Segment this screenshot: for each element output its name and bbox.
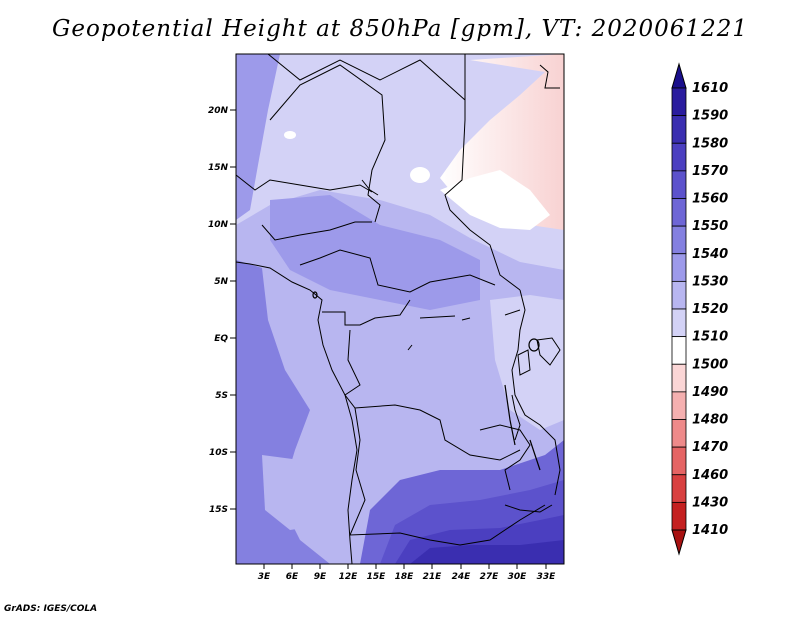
lon-label: 9E (314, 572, 327, 582)
colorbar-label: 1470 (692, 440, 728, 455)
lakes (312, 291, 541, 471)
chart-title: Geopotential Height at 850hPa [gpm], VT:… (52, 16, 748, 42)
lon-label: 33E (537, 572, 557, 582)
lon-label: 30E (508, 572, 528, 582)
lon-label: 18E (395, 572, 415, 582)
colorbar-top-arrow (671, 62, 687, 89)
lat-label: 20N (208, 106, 229, 116)
field-south-darkest (410, 540, 564, 564)
colorbar-label: 1590 (692, 109, 728, 124)
colorbar-segment (671, 87, 687, 117)
field-sw-light (262, 455, 325, 530)
lat-label: 15S (209, 505, 228, 515)
field-east-pale (490, 295, 564, 430)
colorbar-segment (671, 253, 687, 282)
lat-label: EQ (214, 334, 228, 344)
lat-label: 10S (209, 448, 228, 458)
colorbar-segment (671, 391, 687, 420)
lon-label: 21E (423, 572, 443, 582)
field-west-coast (236, 260, 330, 564)
colorbar-segment (671, 225, 687, 255)
colorbar-label: 1490 (692, 385, 728, 400)
colorbar-segment (671, 170, 687, 199)
colorbar-segment (671, 308, 687, 338)
colorbar-label: 1580 (692, 136, 728, 151)
colorbar-label: 1460 (692, 468, 728, 483)
colorbar: 1610 1590 1580 1570 1560 1550 1540 1530 1520 1510… (671, 62, 728, 556)
colorbar-label: 1410 (692, 523, 728, 538)
colorbar-label: 1520 (692, 302, 728, 317)
field-west-mid (236, 54, 280, 220)
lat-label: 5N (214, 277, 228, 287)
coastlines (236, 54, 561, 564)
map-area (236, 54, 564, 564)
colorbar-label: 1430 (692, 495, 728, 510)
colorbar-segment (671, 142, 687, 172)
colorbar-label: 1560 (692, 192, 728, 207)
colorbar-segment (671, 446, 687, 476)
colorbar-segment (671, 198, 687, 227)
field-central (270, 195, 480, 310)
colorbar-segment (671, 363, 687, 393)
map-frame (235, 53, 565, 565)
lat-axis: 20N 15N 10N 5N EQ 5S 10S 15S (208, 106, 236, 515)
colorbar-label: 1480 (692, 413, 728, 428)
lat-label: 5S (215, 391, 228, 401)
colorbar-label: 1510 (692, 330, 728, 345)
grads-credit: GrADS: IGES/COLA (4, 604, 98, 614)
lon-label: 27E (480, 572, 500, 582)
lon-axis: 3E 6E 9E 12E 15E 18E 21E 24E 27E 30E 33E (258, 564, 556, 582)
lon-label: 6E (286, 572, 299, 582)
lon-label: 24E (452, 572, 472, 582)
field-white-patch (440, 170, 550, 230)
field-white-spot (410, 167, 430, 183)
colorbar-label: 1530 (692, 274, 728, 289)
field-white-spot (284, 131, 296, 139)
colorbar-segment (671, 280, 687, 310)
colorbar-segment (671, 474, 687, 503)
colorbar-bottom-arrow (671, 529, 687, 556)
colorbar-segment (671, 336, 687, 365)
colorbar-segment (671, 115, 687, 144)
lon-label: 12E (339, 572, 359, 582)
lat-label: 10N (208, 220, 229, 230)
colorbar-label: 1570 (692, 164, 728, 179)
lon-label: 15E (367, 572, 387, 582)
colorbar-label: 1550 (692, 219, 728, 234)
lat-label: 15N (208, 163, 229, 173)
colorbar-label: 1610 (692, 81, 728, 96)
colorbar-segment (671, 501, 687, 531)
lon-label: 3E (258, 572, 271, 582)
colorbar-segment (671, 419, 687, 448)
colorbar-label: 1540 (692, 247, 728, 262)
colorbar-label: 1500 (692, 357, 728, 372)
